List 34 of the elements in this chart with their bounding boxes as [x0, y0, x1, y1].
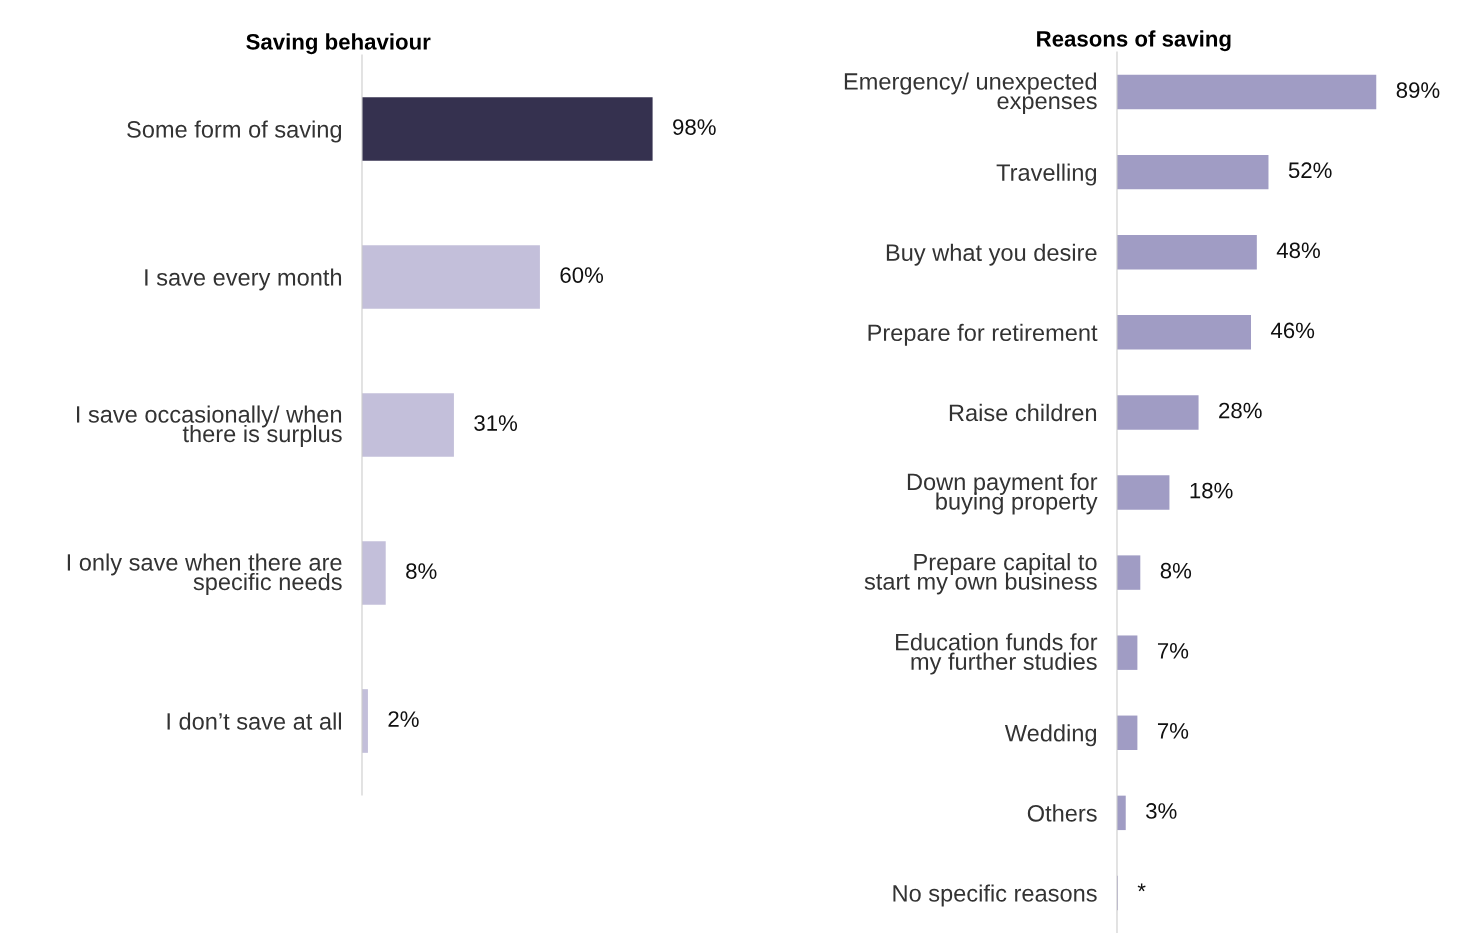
data-label: * [1137, 883, 1146, 892]
y-tick-label: Travelling [996, 163, 1097, 186]
y-tick-label: Others [1027, 804, 1097, 822]
y-tick-label: I only save when there are specific needs [67, 553, 342, 595]
y-tick-label: I don’t save at all [167, 712, 341, 730]
data-label: 8% [1160, 562, 1192, 579]
data-label: 60% [560, 267, 604, 283]
data-label: 48% [1276, 242, 1320, 259]
y-tick-label: Raise children [949, 403, 1097, 422]
chart-title: Reasons of saving [1037, 30, 1231, 52]
y-tick-label: Some form of saving [127, 120, 342, 143]
y-tick-label: No specific reasons [893, 884, 1097, 907]
data-label: 28% [1219, 402, 1262, 419]
data-label: 98% [673, 119, 716, 135]
data-label: 2% [388, 711, 419, 727]
chart-title: Saving behaviour [246, 33, 431, 55]
data-label: 7% [1157, 643, 1189, 659]
data-label: 18% [1190, 482, 1233, 499]
y-tick-label: Education funds for my further studies [896, 633, 1098, 675]
y-tick-label: Buy what you desire [886, 243, 1097, 266]
data-label: 31% [474, 415, 518, 431]
y-tick-label: Prepare for retirement [868, 323, 1098, 346]
data-label: 52% [1288, 162, 1332, 179]
data-label: 46% [1270, 322, 1315, 339]
y-tick-label: Down payment for buying property [907, 472, 1098, 515]
y-tick-label: Wedding [1004, 724, 1097, 747]
data-label: 3% [1146, 803, 1177, 819]
y-tick-label: I save every month [145, 268, 342, 291]
data-label: 89% [1396, 82, 1440, 99]
y-tick-label: Prepare capital to start my own business [864, 553, 1097, 595]
y-tick-label: I save occasionally/ when there is surplus [77, 405, 342, 447]
data-label: 7% [1157, 723, 1189, 739]
data-label: 8% [406, 563, 437, 579]
y-tick-label: Emergency/ unexpected expenses [844, 72, 1097, 114]
